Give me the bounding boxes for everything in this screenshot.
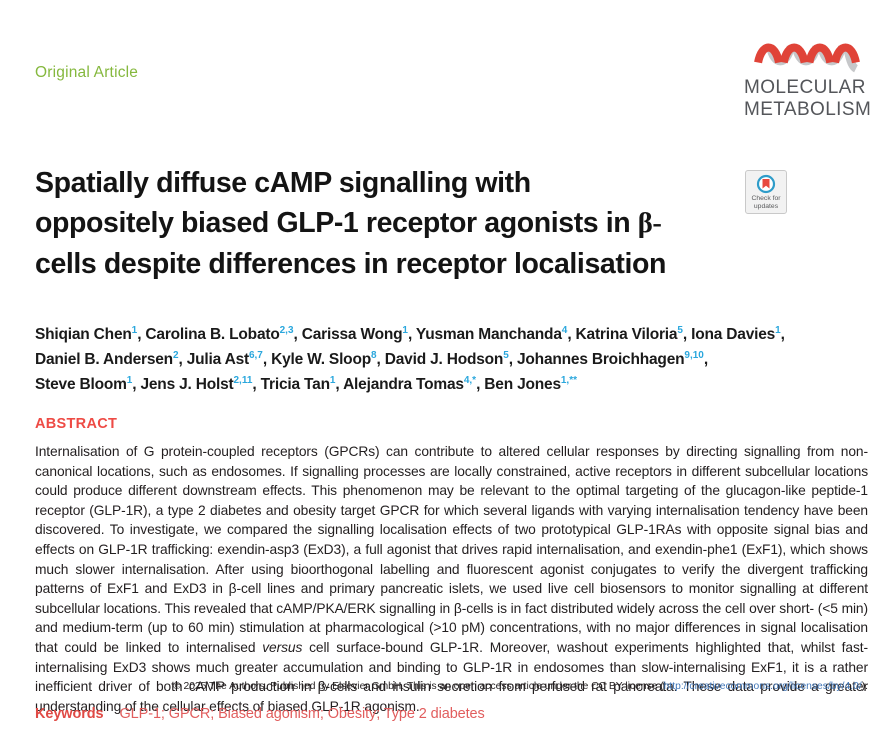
author-name: David J. Hodson — [384, 351, 504, 368]
title-line-3: cells despite differences in receptor lo… — [35, 248, 666, 280]
author-superscript: 4 — [561, 325, 568, 336]
author-superscript: 1 — [775, 325, 781, 336]
author-name: Kyle W. Sloop — [271, 351, 371, 368]
author-superscript: 1 — [402, 325, 408, 336]
author-superscript: 5 — [677, 325, 683, 336]
author-name: Julia Ast — [186, 351, 249, 368]
journal-name-line2: METABOLISM — [744, 99, 872, 120]
logo-wave-icon — [754, 43, 860, 73]
author-superscript: 2 — [172, 350, 179, 361]
title-line-2: oppositely biased GLP-1 receptor agonist… — [35, 203, 755, 244]
author-superscript: 2,3 — [279, 325, 294, 336]
copyright-line: © 2025 The Authors. Published by Elsevie… — [35, 681, 868, 693]
article-type-label: Original Article — [35, 64, 139, 81]
abstract-text-part2: cell surface-bound GLP-1R. Moreover, was… — [35, 639, 868, 714]
author-name: Alejandra Tomas — [343, 376, 464, 393]
author-superscript: 6,7 — [248, 350, 263, 361]
author-separator: , — [137, 326, 146, 343]
title-line-2-text: oppositely biased GLP-1 receptor agonist… — [35, 207, 638, 239]
page-title: Spatially diffuse cAMP signalling with o… — [35, 163, 755, 284]
author-line: Shiqian Chen1, Carolina B. Lobato2,3, Ca… — [35, 323, 868, 348]
copyright-license-link[interactable]: http://creativecommons.org/licenses/by/4… — [663, 681, 862, 692]
keywords-row: Keywords GLP-1; GPCR; Biased agonism; Obe… — [35, 706, 868, 722]
author-separator: , — [703, 351, 708, 368]
author-separator: , — [293, 326, 302, 343]
keywords-text: GLP-1; GPCR; Biased agonism; Obesity; Ty… — [119, 706, 485, 722]
abstract-text-part1: Internalisation of G protein-coupled rec… — [35, 444, 868, 655]
update-badge-icon — [756, 174, 776, 194]
author-name: Carolina B. Lobato — [145, 326, 280, 343]
abstract-versus-italic: versus — [262, 639, 303, 655]
abstract-body: Internalisation of G protein-coupled rec… — [35, 442, 868, 716]
author-separator: , — [178, 351, 187, 368]
author-separator: , — [335, 376, 344, 393]
journal-logo: MOLECULAR METABOLISM — [744, 35, 872, 121]
author-separator: , — [252, 376, 261, 393]
author-name: Iona Davies — [691, 326, 776, 343]
author-separator: , — [682, 326, 692, 343]
author-separator: , — [376, 351, 385, 368]
author-name: Tricia Tan — [260, 376, 330, 393]
author-superscript: 8 — [370, 350, 377, 361]
update-badge-label: Check for updates — [751, 195, 780, 210]
author-line: Daniel B. Andersen2, Julia Ast6,7, Kyle … — [35, 348, 868, 373]
author-name: Johannes Broichhagen — [516, 351, 685, 368]
check-for-updates-badge[interactable]: Check for updates — [745, 170, 787, 214]
author-superscript: 5 — [503, 350, 509, 361]
author-superscript: 1,** — [560, 375, 577, 386]
author-superscript: 2,11 — [233, 375, 253, 386]
author-separator: , — [132, 376, 141, 393]
author-superscript: 1 — [329, 375, 336, 386]
author-name: Jens J. Holst — [140, 376, 234, 393]
author-name: Carissa Wong — [301, 326, 403, 343]
author-separator: , — [476, 376, 485, 393]
author-superscript: 1 — [126, 375, 133, 386]
keywords-label: Keywords — [35, 706, 104, 722]
author-superscript: 9,10 — [684, 350, 704, 361]
author-separator: , — [407, 326, 416, 343]
copyright-prefix: © 2025 The Authors. Published by Elsevie… — [173, 681, 664, 692]
author-name: Yusman Manchanda — [415, 326, 562, 343]
author-superscript: 4,* — [463, 375, 477, 386]
update-badge-label-line1: Check for — [751, 195, 781, 202]
author-name: Daniel B. Andersen — [35, 351, 173, 368]
title-beta-glyph: β- — [637, 208, 662, 239]
author-name: Steve Bloom — [35, 376, 127, 393]
author-superscript: 1 — [131, 325, 138, 336]
author-separator: , — [567, 326, 576, 343]
title-line-1: Spatially diffuse cAMP signalling with — [35, 167, 531, 199]
author-separator: , — [780, 326, 785, 343]
update-badge-label-line2: updates — [753, 202, 779, 210]
author-separator: , — [262, 351, 272, 368]
author-name: Katrina Viloria — [575, 326, 678, 343]
author-name: Ben Jones — [484, 376, 561, 393]
journal-name-line1: MOLECULAR — [744, 77, 866, 98]
journal-name: MOLECULAR METABOLISM — [744, 77, 872, 121]
copyright-suffix: ). — [861, 681, 868, 692]
author-list: Shiqian Chen1, Carolina B. Lobato2,3, Ca… — [35, 323, 868, 398]
author-name: Shiqian Chen — [35, 326, 132, 343]
author-separator: , — [508, 351, 517, 368]
author-line: Steve Bloom1, Jens J. Holst2,11, Tricia … — [35, 373, 868, 398]
abstract-heading: ABSTRACT — [35, 416, 118, 432]
